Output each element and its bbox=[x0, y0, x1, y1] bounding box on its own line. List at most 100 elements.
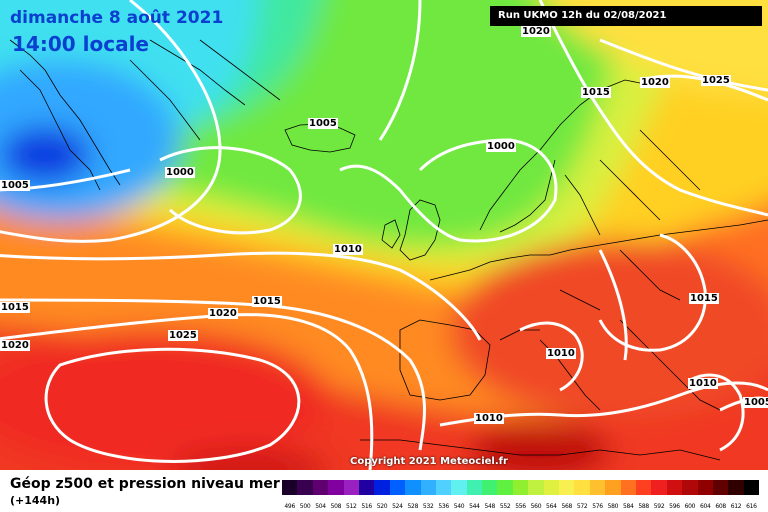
scale-swatch bbox=[682, 480, 698, 495]
scale-tick: 520 bbox=[376, 503, 388, 510]
isobar-label: 1020 bbox=[208, 308, 238, 319]
scale-tick: 592 bbox=[653, 503, 665, 510]
scale-swatch bbox=[651, 480, 667, 495]
scale-swatch bbox=[574, 480, 590, 495]
isobar-label: 1025 bbox=[168, 330, 198, 341]
scale-tick: 616 bbox=[746, 503, 757, 510]
scale-swatch bbox=[620, 480, 636, 495]
scale-step: 608 bbox=[712, 480, 729, 510]
scale-swatch bbox=[635, 480, 652, 495]
scale-swatch bbox=[543, 480, 560, 495]
scale-tick: 532 bbox=[422, 503, 434, 510]
isobar-label: 1000 bbox=[165, 167, 195, 178]
scale-swatch bbox=[482, 480, 498, 495]
scale-swatch bbox=[358, 480, 375, 495]
scale-tick: 560 bbox=[530, 503, 542, 510]
scale-tick: 544 bbox=[469, 503, 480, 510]
scale-swatch bbox=[312, 480, 329, 495]
isobar-label: 1020 bbox=[0, 340, 30, 351]
weather-map: dimanche 8 août 2021 14:00 locale Run UK… bbox=[0, 0, 768, 470]
scale-step: 580 bbox=[605, 480, 621, 510]
color-scale: 496 500 504 508 512 516 520 524 528 532 536 540 544 5… bbox=[282, 480, 760, 510]
scale-tick: 528 bbox=[407, 503, 419, 510]
isobar-label: 1020 bbox=[521, 26, 551, 37]
coastlines bbox=[9, 39, 768, 461]
scale-swatch bbox=[328, 480, 344, 495]
isobar-label: 1005 bbox=[743, 397, 768, 408]
geopotential-field bbox=[0, 0, 768, 470]
scale-step: 508 bbox=[328, 480, 344, 510]
scale-step: 560 bbox=[528, 480, 544, 510]
scale-step: 536 bbox=[435, 480, 452, 510]
map-date: dimanche 8 août 2021 bbox=[10, 8, 224, 28]
scale-step: 568 bbox=[559, 480, 575, 510]
scale-swatch bbox=[282, 480, 298, 495]
scale-swatch bbox=[297, 480, 313, 495]
scale-tick: 580 bbox=[607, 503, 619, 510]
scale-swatch bbox=[712, 480, 729, 495]
scale-tick: 576 bbox=[592, 503, 603, 510]
scale-swatch bbox=[743, 480, 760, 495]
scale-step: 604 bbox=[697, 480, 713, 510]
scale-swatch bbox=[559, 480, 575, 495]
scale-swatch bbox=[466, 480, 483, 495]
scale-tick: 508 bbox=[330, 503, 342, 510]
scale-step: 592 bbox=[651, 480, 667, 510]
scale-tick: 548 bbox=[484, 503, 496, 510]
scale-step: 512 bbox=[343, 480, 359, 510]
scale-tick: 540 bbox=[453, 503, 465, 510]
color-field bbox=[0, 0, 768, 470]
map-time: 14:00 locale bbox=[12, 32, 149, 56]
isobar-label: 1010 bbox=[546, 348, 576, 359]
scale-step: 516 bbox=[358, 480, 375, 510]
copyright: Copyright 2021 Meteociel.fr bbox=[350, 456, 508, 467]
scale-swatch bbox=[405, 480, 421, 495]
isobar-label: 1015 bbox=[581, 87, 611, 98]
scale-swatch bbox=[497, 480, 513, 495]
scale-step: 572 bbox=[574, 480, 590, 510]
scale-swatch bbox=[435, 480, 452, 495]
scale-swatch bbox=[589, 480, 606, 495]
isobar-label: 1010 bbox=[688, 378, 718, 389]
isobar-label: 1005 bbox=[0, 180, 30, 191]
scale-tick: 588 bbox=[638, 503, 649, 510]
scale-tick: 584 bbox=[623, 503, 634, 510]
scale-step: 588 bbox=[635, 480, 652, 510]
scale-step: 576 bbox=[589, 480, 606, 510]
scale-tick: 604 bbox=[699, 503, 711, 510]
scale-step: 520 bbox=[374, 480, 390, 510]
isobar-label: 1005 bbox=[308, 118, 338, 129]
scale-step: 504 bbox=[312, 480, 329, 510]
scale-tick: 572 bbox=[576, 503, 588, 510]
scale-tick: 556 bbox=[515, 503, 526, 510]
isobar-label: 1010 bbox=[474, 413, 504, 424]
scale-step: 532 bbox=[420, 480, 436, 510]
scale-tick: 500 bbox=[299, 503, 311, 510]
scale-step: 500 bbox=[297, 480, 313, 510]
scale-step: 616 bbox=[743, 480, 760, 510]
scale-tick: 612 bbox=[730, 503, 742, 510]
forecast-range: (+144h) bbox=[10, 494, 61, 507]
scale-step: 540 bbox=[451, 480, 467, 510]
isobars bbox=[0, 0, 768, 470]
scale-tick: 596 bbox=[669, 503, 680, 510]
scale-swatch bbox=[605, 480, 621, 495]
scale-tick: 524 bbox=[392, 503, 403, 510]
scale-swatch bbox=[728, 480, 744, 495]
scale-tick: 600 bbox=[684, 503, 696, 510]
scale-tick: 536 bbox=[438, 503, 449, 510]
isobar-label: 1020 bbox=[640, 77, 670, 88]
scale-step: 548 bbox=[482, 480, 498, 510]
scale-swatch bbox=[666, 480, 683, 495]
isobar-label: 1015 bbox=[689, 293, 719, 304]
scale-tick: 516 bbox=[361, 503, 372, 510]
isobar-label: 1025 bbox=[701, 75, 731, 86]
scale-swatch bbox=[343, 480, 359, 495]
scale-swatch bbox=[420, 480, 436, 495]
scale-swatch bbox=[528, 480, 544, 495]
isobar-label: 1010 bbox=[333, 244, 363, 255]
run-info: Run UKMO 12h du 02/08/2021 bbox=[490, 6, 762, 26]
scale-step: 552 bbox=[497, 480, 513, 510]
scale-tick: 504 bbox=[315, 503, 326, 510]
isobar-label: 1000 bbox=[486, 141, 516, 152]
